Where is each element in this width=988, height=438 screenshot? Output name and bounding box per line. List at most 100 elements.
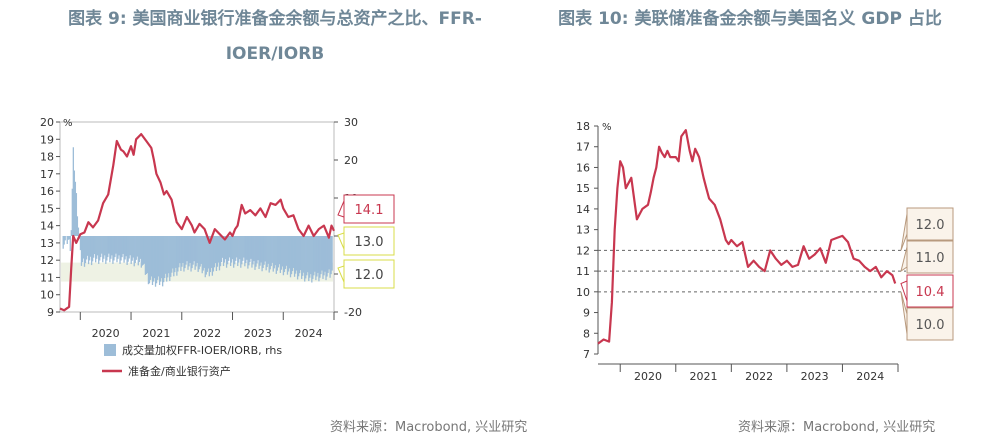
- spread-bar: [213, 236, 216, 268]
- spread-bar: [285, 236, 288, 266]
- spread-bar: [292, 236, 295, 268]
- spread-bar: [149, 236, 152, 280]
- spread-bar: [98, 236, 100, 264]
- spread-bar: [301, 236, 303, 279]
- spread-bar: [97, 236, 99, 256]
- spread-bar: [320, 236, 322, 275]
- spread-bar: [201, 236, 203, 274]
- spread-bar: [181, 236, 183, 267]
- spread-bar: [192, 236, 194, 265]
- spread-bar: [283, 236, 286, 273]
- spread-bar: [306, 236, 308, 276]
- spread-bar: [260, 236, 262, 263]
- spread-bar: [169, 236, 171, 282]
- spread-bar: [124, 236, 126, 260]
- spread-bar: [95, 236, 97, 263]
- spread-bar: [119, 236, 121, 264]
- spread-bar: [275, 236, 277, 274]
- spread-bar: [255, 236, 257, 267]
- spread-bar: [115, 236, 117, 254]
- spread-bar: [117, 236, 119, 259]
- spread-bar: [90, 236, 93, 266]
- spread-bar: [318, 236, 320, 282]
- spread-bar: [189, 236, 191, 263]
- spread-bar: [238, 236, 240, 263]
- spread-bar: [232, 236, 234, 260]
- spread-bar: [297, 236, 300, 277]
- left-y-tick-label: 20: [40, 116, 54, 129]
- spread-bar: [277, 236, 279, 268]
- right-y-tick-label: 20: [344, 154, 358, 167]
- source-note-right: 资料来源：Macrobond, 兴业研究: [738, 420, 936, 435]
- spread-bar: [302, 236, 304, 276]
- spread-bar: [220, 236, 223, 263]
- spread-bar: [206, 236, 208, 272]
- spread-bar: [70, 230, 72, 236]
- spread-bar: [284, 236, 287, 269]
- spread-bar: [130, 236, 132, 265]
- spread-bar: [197, 236, 199, 272]
- spread-bar: [307, 236, 309, 273]
- right-chart-y-tick-label: 18: [576, 120, 590, 133]
- spread-bar: [183, 236, 185, 272]
- spread-bar: [179, 236, 181, 264]
- left-x-tick-label: 2023: [244, 327, 272, 340]
- chart-title-right: 图表 10: 美联储准备金余额与美国名义 GDP 占比: [558, 9, 942, 29]
- spread-bar: [274, 236, 276, 266]
- source-note-left: 资料来源：Macrobond, 兴业研究: [330, 420, 528, 435]
- spread-bar: [132, 236, 134, 258]
- spread-bar: [243, 236, 245, 258]
- spread-bar: [121, 236, 123, 258]
- spread-bar: [237, 236, 239, 267]
- spread-bar: [209, 236, 211, 273]
- spread-bar: [178, 236, 180, 268]
- right-chart-x-tick-label: 2020: [634, 370, 662, 383]
- spread-bar: [74, 181, 77, 236]
- spread-bar: [248, 236, 250, 266]
- spread-bar: [281, 236, 284, 267]
- left-x-tick-label: 2021: [142, 327, 170, 340]
- left-x-tick-label: 2024: [295, 327, 323, 340]
- spread-bar: [120, 236, 122, 261]
- spread-bar: [251, 236, 253, 268]
- right-chart-y-tick-label: 13: [576, 224, 590, 237]
- spread-bar: [200, 236, 202, 264]
- spread-bar: [205, 236, 207, 275]
- spread-bar: [261, 236, 263, 272]
- spread-bar: [329, 236, 331, 278]
- right-y-tick-label: 30: [344, 116, 358, 129]
- spread-bar: [174, 236, 176, 273]
- spread-bar: [184, 236, 186, 269]
- spread-bar: [249, 236, 251, 263]
- spread-bar: [105, 236, 107, 264]
- right-chart-x-tick-label: 2022: [745, 370, 773, 383]
- spread-bar: [266, 236, 268, 268]
- spread-bar: [100, 236, 102, 258]
- spread-bar: [171, 236, 173, 273]
- spread-bar: [172, 236, 174, 269]
- spread-bar: [279, 236, 282, 273]
- spread-bar: [86, 236, 89, 256]
- spread-bar: [224, 236, 227, 260]
- spread-bar: [304, 236, 306, 282]
- spread-bar: [215, 236, 218, 271]
- spread-bar: [314, 236, 316, 272]
- spread-bar: [73, 170, 76, 236]
- spread-bar: [164, 236, 166, 278]
- callout-box: [906, 307, 954, 341]
- chart-title-left: 图表 9: 美国商业银行准备金余额与总资产之比、FFR-IOER/IORB: [68, 9, 482, 64]
- spread-bar: [226, 236, 229, 265]
- spread-bar: [207, 236, 209, 269]
- spread-bar: [112, 236, 114, 264]
- spread-bar: [176, 236, 178, 276]
- spread-bar: [102, 236, 104, 263]
- spread-bar: [211, 236, 214, 276]
- spread-bar: [239, 236, 241, 260]
- spread-bar: [159, 236, 162, 282]
- left-y-tick-label: 10: [40, 289, 54, 302]
- spread-bar: [81, 236, 84, 263]
- spread-bar: [280, 236, 283, 270]
- spread-bar: [300, 236, 302, 271]
- spread-bar: [141, 236, 144, 266]
- spread-bar: [324, 236, 326, 272]
